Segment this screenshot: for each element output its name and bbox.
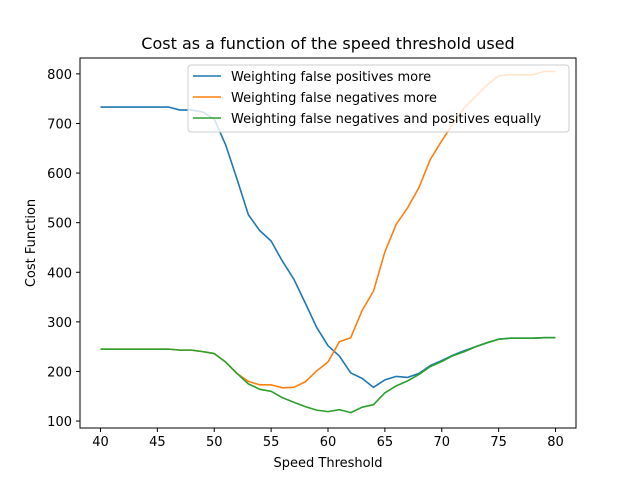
y-axis-title: Cost Function <box>24 199 39 287</box>
x-tick-label: 75 <box>490 435 507 450</box>
x-tick-label: 70 <box>433 435 450 450</box>
x-tick-label: 50 <box>206 435 223 450</box>
x-axis-title: Speed Threshold <box>274 456 383 471</box>
legend-label-3: Weighting false negatives and positives … <box>231 112 542 127</box>
x-tick-label: 60 <box>320 435 337 450</box>
series-line-3 <box>100 336 556 414</box>
legend-box <box>187 64 570 133</box>
y-tick-label: 400 <box>47 266 72 281</box>
y-tick-label: 100 <box>47 415 72 430</box>
chart-title: Cost as a function of the speed threshol… <box>141 34 514 53</box>
x-tick-label: 65 <box>377 435 394 450</box>
y-tick-label: 600 <box>47 167 72 182</box>
x-tick-label: 80 <box>547 435 564 450</box>
x-axis: 40 45 50 55 60 65 70 75 80 <box>92 428 564 450</box>
y-tick-label: 700 <box>47 117 72 132</box>
legend-label-1: Weighting false positives more <box>231 70 431 85</box>
x-tick-label: 45 <box>149 435 166 450</box>
y-tick-label: 300 <box>47 316 72 331</box>
y-tick-label: 200 <box>47 365 72 380</box>
x-tick-label: 55 <box>263 435 280 450</box>
y-tick-label: 500 <box>47 217 72 232</box>
y-axis: 100 200 300 400 500 600 700 800 <box>47 68 80 430</box>
y-tick-label: 800 <box>47 68 72 83</box>
plot-frame <box>79 57 577 429</box>
legend-label-2: Weighting false negatives more <box>231 91 437 106</box>
legend: Weighting false positives more Weighting … <box>187 64 570 133</box>
x-tick-label: 40 <box>92 435 109 450</box>
